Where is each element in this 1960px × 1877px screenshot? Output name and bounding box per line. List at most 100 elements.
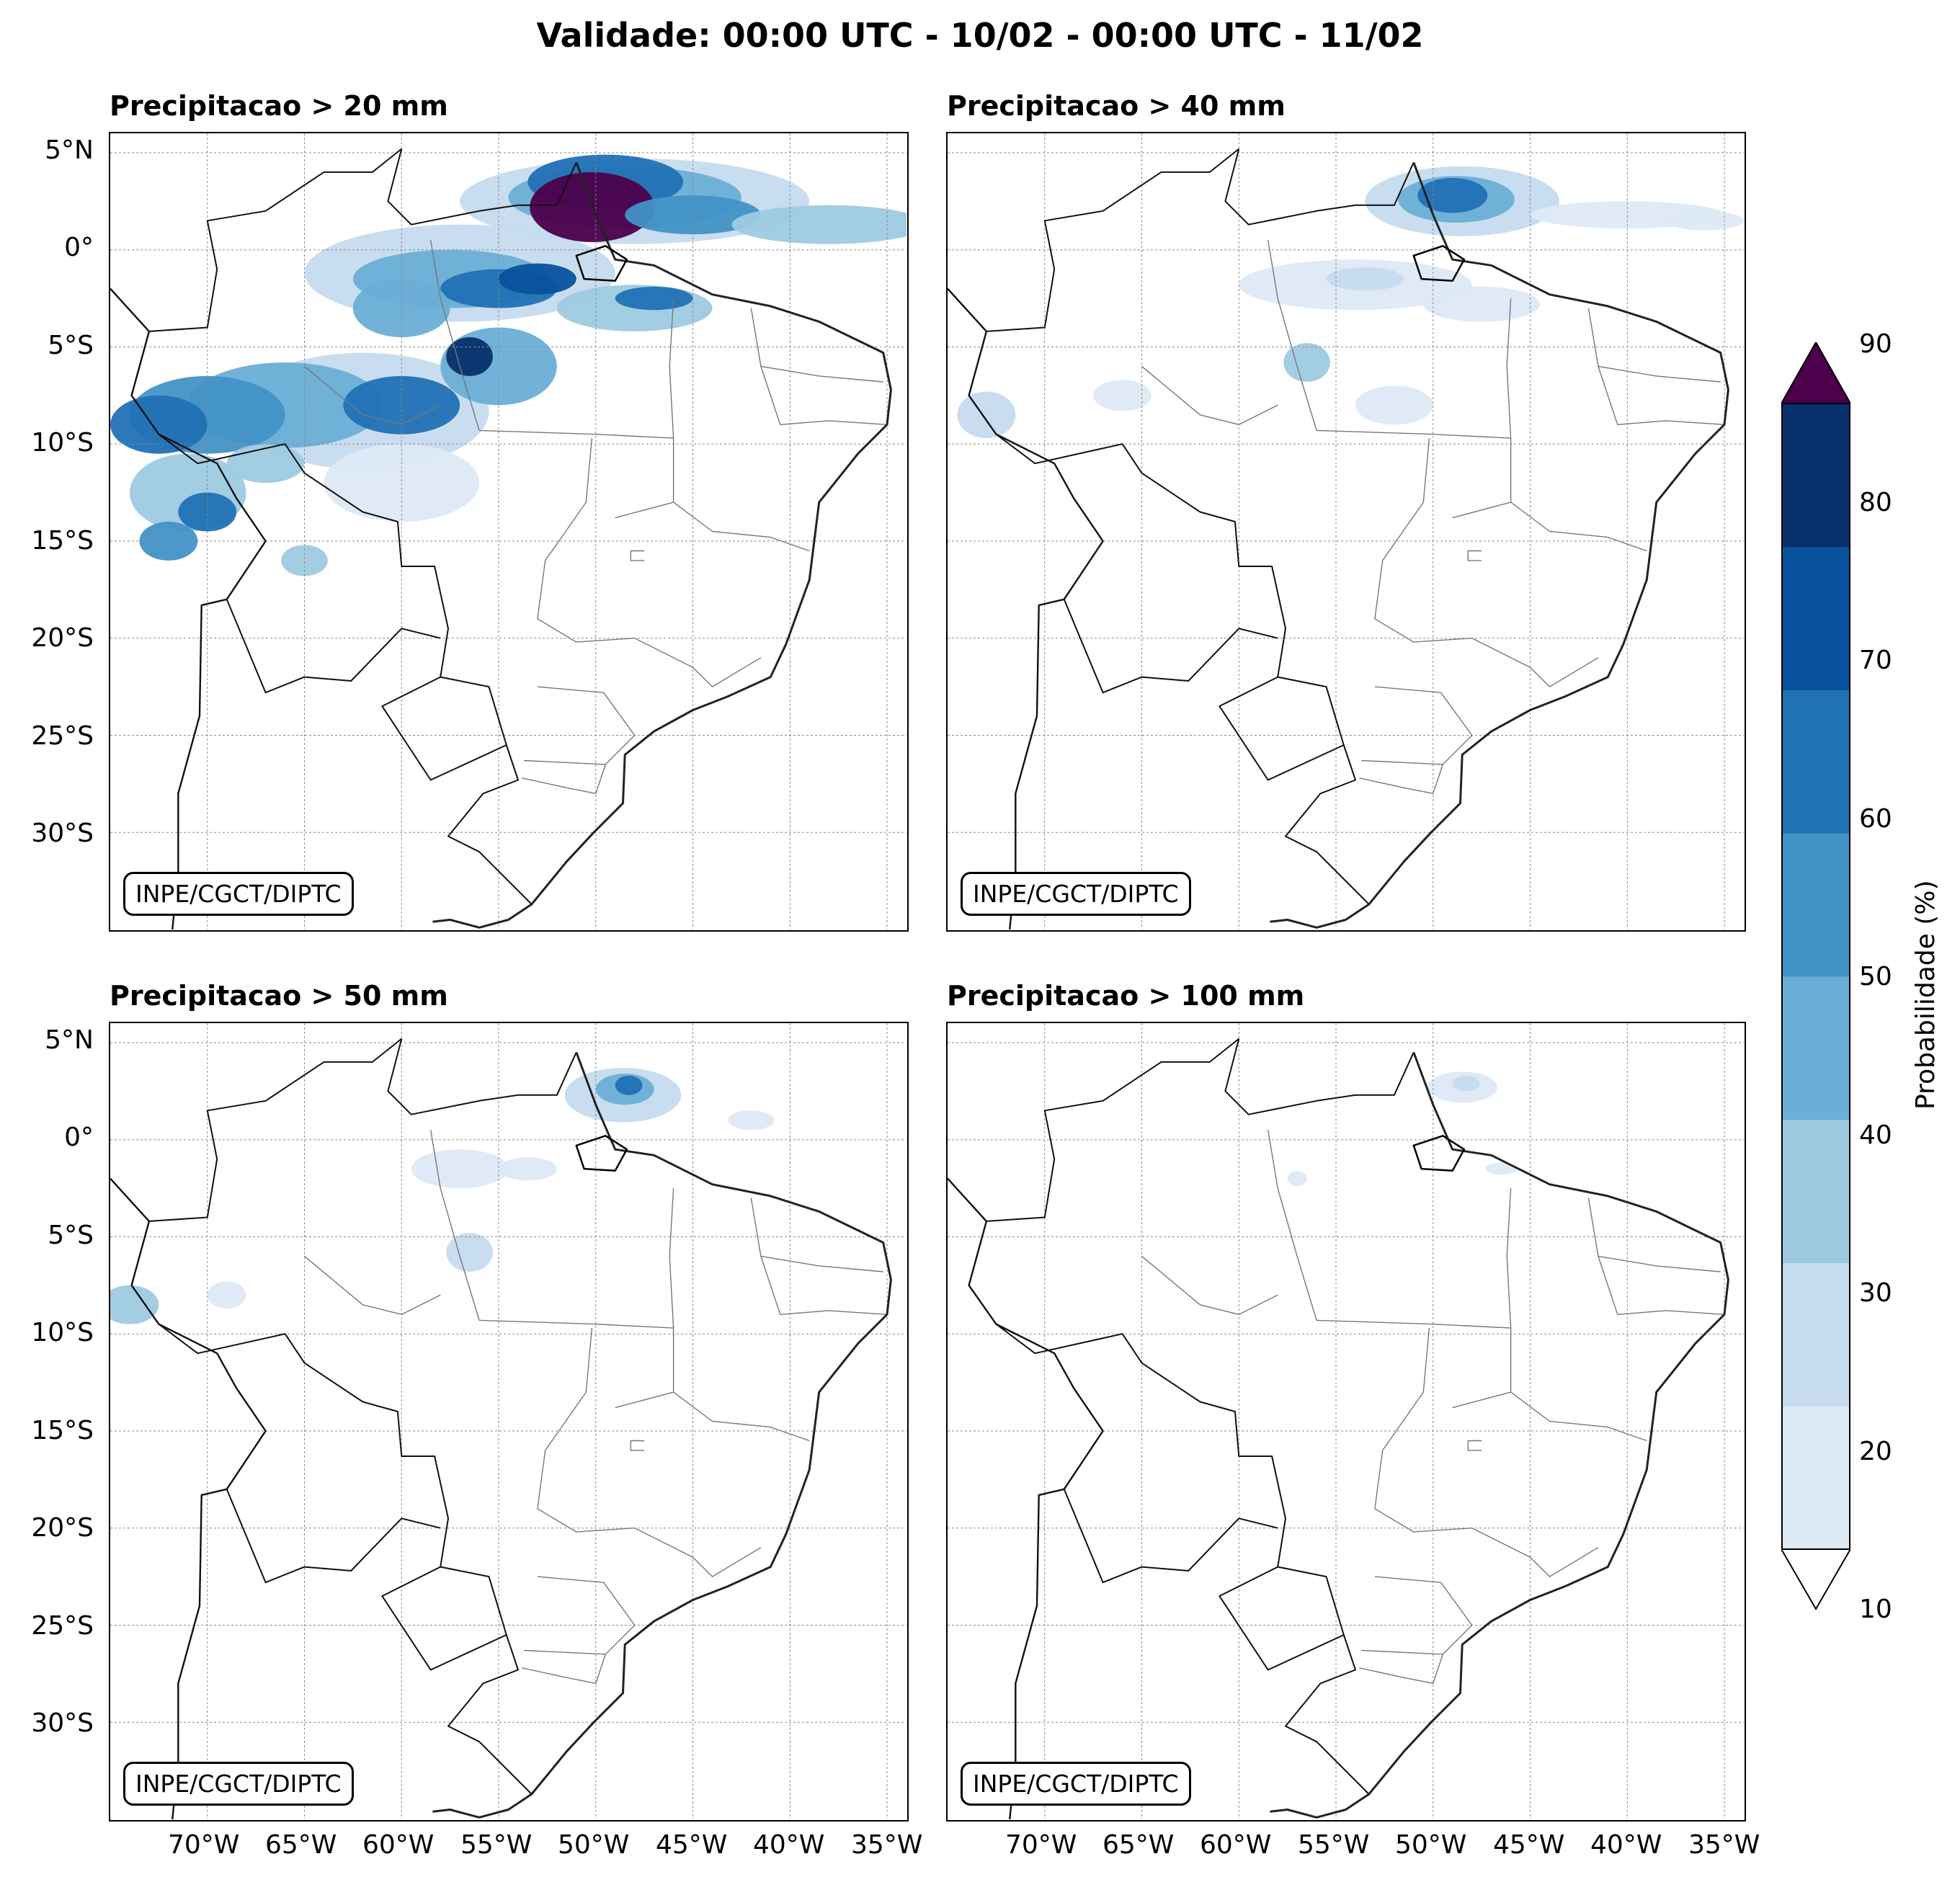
lat-label: 5°S bbox=[48, 331, 94, 360]
probability-contour bbox=[728, 1110, 775, 1131]
credit-badge: INPE/CGCT/DIPTC bbox=[961, 1762, 1191, 1806]
probability-contour bbox=[226, 444, 305, 483]
lon-label: 45°W bbox=[1493, 1830, 1565, 1860]
map-canvas bbox=[948, 1023, 1744, 1819]
colorbar-tick: 80 bbox=[1859, 488, 1892, 517]
probability-contour bbox=[343, 375, 460, 434]
credit-badge: INPE/CGCT/DIPTC bbox=[961, 872, 1191, 916]
colorbar-tick: 10 bbox=[1859, 1595, 1892, 1624]
lon-label: 50°W bbox=[1395, 1830, 1467, 1860]
probability-contour bbox=[207, 1281, 246, 1309]
colorbar-segment bbox=[1781, 690, 1850, 834]
figure-title: Validade: 00:00 UTC - 10/02 - 00:00 UTC … bbox=[536, 16, 1424, 55]
lon-label: 60°W bbox=[1200, 1830, 1272, 1860]
probability-contour bbox=[281, 545, 328, 576]
map-panel-100mm: INPE/CGCT/DIPTC bbox=[946, 1022, 1746, 1822]
lat-label: 15°S bbox=[31, 1416, 94, 1445]
map-canvas bbox=[110, 133, 906, 929]
graticule bbox=[110, 133, 906, 929]
lat-label: 15°S bbox=[31, 526, 94, 556]
lon-label: 55°W bbox=[460, 1830, 533, 1860]
boundaries bbox=[948, 148, 1729, 929]
probability-contour bbox=[1423, 286, 1541, 322]
colorbar-tick: 90 bbox=[1859, 329, 1892, 359]
probability-contour bbox=[731, 205, 906, 244]
lat-label: 30°S bbox=[31, 1708, 94, 1738]
lat-label: 25°S bbox=[31, 721, 94, 751]
lat-label: 10°S bbox=[31, 428, 94, 458]
colorbar-tick: 30 bbox=[1859, 1278, 1892, 1308]
panel-title-40mm: Precipitacao > 40 mm bbox=[947, 90, 1286, 122]
lat-label: 5°N bbox=[45, 135, 94, 165]
probability-contour bbox=[1326, 267, 1404, 291]
colorbar-tick: 60 bbox=[1859, 804, 1892, 834]
probability-contour bbox=[1485, 1163, 1517, 1175]
lon-label: 60°W bbox=[362, 1830, 435, 1860]
colorbar-segment bbox=[1781, 976, 1850, 1120]
credit-badge: INPE/CGCT/DIPTC bbox=[123, 1762, 354, 1806]
colorbar bbox=[1781, 342, 1850, 1610]
lat-label: 20°S bbox=[31, 623, 94, 653]
lat-label: 30°S bbox=[31, 819, 94, 848]
probability-contour bbox=[411, 1149, 509, 1189]
probability-field bbox=[110, 154, 906, 576]
colorbar-over-triangle bbox=[1781, 342, 1850, 404]
probability-contour bbox=[178, 492, 237, 532]
probability-contour bbox=[1666, 210, 1744, 231]
colorbar-segment bbox=[1781, 833, 1850, 977]
colorbar-tick: 50 bbox=[1859, 962, 1892, 991]
probability-contour bbox=[957, 391, 1016, 439]
lon-label: 40°W bbox=[753, 1830, 825, 1860]
map-panel-50mm: INPE/CGCT/DIPTC bbox=[109, 1022, 909, 1822]
probability-contour bbox=[1283, 343, 1330, 382]
map-canvas bbox=[110, 1023, 906, 1819]
lon-label: 55°W bbox=[1298, 1830, 1370, 1860]
lon-label: 70°W bbox=[168, 1830, 240, 1860]
colorbar-segment bbox=[1781, 404, 1850, 548]
map-canvas bbox=[948, 133, 1744, 929]
probability-contour bbox=[110, 395, 208, 454]
lon-label: 70°W bbox=[1005, 1830, 1077, 1860]
panel-title-20mm: Precipitacao > 20 mm bbox=[110, 90, 448, 122]
colorbar-tick: 40 bbox=[1859, 1120, 1892, 1150]
probability-contour bbox=[110, 1285, 159, 1324]
colorbar-under-triangle bbox=[1781, 1548, 1850, 1610]
map-panel-20mm: INPE/CGCT/DIPTC bbox=[109, 132, 909, 932]
lon-label: 45°W bbox=[656, 1830, 728, 1860]
lon-label: 65°W bbox=[265, 1830, 337, 1860]
lon-label: 35°W bbox=[1688, 1830, 1760, 1860]
lat-label: 20°S bbox=[31, 1513, 94, 1543]
probability-contour bbox=[1287, 1170, 1307, 1187]
probability-contour bbox=[1452, 1075, 1480, 1092]
probability-contour bbox=[615, 1075, 643, 1095]
probability-contour bbox=[1355, 385, 1433, 425]
lon-label: 65°W bbox=[1102, 1830, 1175, 1860]
credit-badge: INPE/CGCT/DIPTC bbox=[123, 872, 354, 916]
colorbar-segment bbox=[1781, 546, 1850, 690]
probability-contour bbox=[1093, 380, 1152, 411]
colorbar-segment bbox=[1781, 1406, 1850, 1550]
lon-label: 35°W bbox=[851, 1830, 923, 1860]
lon-label: 40°W bbox=[1590, 1830, 1662, 1860]
map-panel-40mm: INPE/CGCT/DIPTC bbox=[946, 132, 1746, 932]
probability-contour bbox=[446, 1233, 493, 1272]
lat-label: 25°S bbox=[31, 1611, 94, 1641]
probability-field bbox=[1287, 1071, 1517, 1187]
lat-label: 5°S bbox=[48, 1221, 94, 1250]
boundaries bbox=[948, 1038, 1729, 1819]
lat-label: 0° bbox=[64, 233, 94, 262]
probability-field bbox=[957, 166, 1744, 439]
panel-title-50mm: Precipitacao > 50 mm bbox=[110, 980, 448, 1012]
probability-contour bbox=[499, 263, 576, 295]
probability-contour bbox=[1417, 177, 1488, 213]
colorbar-segment bbox=[1781, 1262, 1850, 1406]
panel-title-100mm: Precipitacao > 100 mm bbox=[947, 980, 1305, 1012]
colorbar-tick: 20 bbox=[1859, 1437, 1892, 1466]
boundaries bbox=[110, 148, 892, 929]
probability-contour bbox=[324, 444, 480, 522]
lon-label: 50°W bbox=[558, 1830, 630, 1860]
probability-contour bbox=[615, 286, 693, 311]
probability-contour bbox=[625, 195, 761, 235]
boundaries bbox=[110, 1038, 892, 1819]
lat-label: 0° bbox=[64, 1123, 94, 1152]
